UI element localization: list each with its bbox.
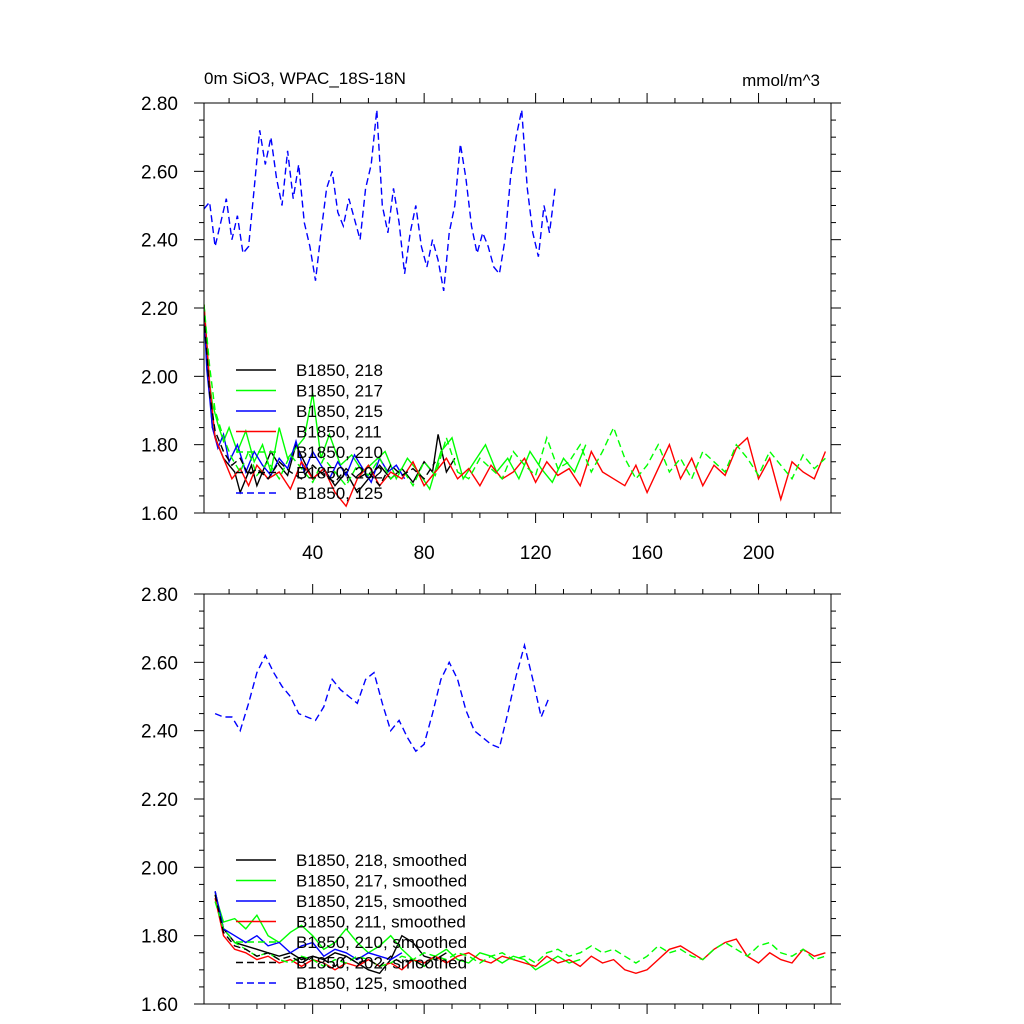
legend-label: B1850, 217: [296, 382, 383, 401]
legend-label: B1850, 202, smoothed: [296, 954, 467, 973]
legend-label: B1850, 215: [296, 402, 383, 421]
y-tick-label: 2.60: [141, 653, 178, 674]
legend-label: B1850, 215, smoothed: [296, 892, 467, 911]
legend: B1850, 218, smoothed B1850, 217, smoothed…: [236, 851, 467, 993]
legend-label: B1850, 211: [296, 423, 382, 442]
legend-label: B1850, 211, smoothed: [296, 913, 466, 932]
legend-label: B1850, 217, smoothed: [296, 872, 467, 891]
x-tick-label: 120: [520, 543, 552, 564]
series-line-2: [214, 891, 403, 961]
y-tick-label: 2.80: [141, 585, 178, 606]
legend-label: B1850, 210, smoothed: [296, 933, 467, 952]
series-line-1: [204, 304, 587, 491]
y-tick-label: 2.60: [141, 162, 178, 183]
series-group: [204, 109, 827, 508]
x-tick-label: 160: [631, 543, 663, 564]
y-tick-label: 1.80: [141, 436, 178, 457]
legend-label: B1850, 218: [296, 361, 383, 380]
legend-label: B1850, 218, smoothed: [296, 851, 467, 870]
figure-units: mmol/m^3: [742, 71, 820, 90]
y-tick-label: 1.80: [141, 927, 178, 948]
y-tick-label: 2.80: [141, 94, 178, 115]
y-tick-label: 2.00: [141, 858, 178, 879]
series-line-0: [204, 307, 456, 495]
top-panel: 1.60 1.80 2.00 2.20 2.40 2.60 2.80 40 80 120 160 20…: [141, 93, 841, 564]
y-tick-label: 2.20: [141, 790, 178, 811]
series-group: [214, 642, 826, 975]
y-tick-label: 1.60: [141, 504, 178, 525]
x-tick-label: 40: [302, 543, 323, 564]
x-tick-label: 80: [414, 543, 435, 564]
series-line-5: [214, 894, 436, 968]
series-line-4: [214, 901, 826, 968]
bottom-panel: 1.60 1.80 2.00 2.20 2.40 2.60 2.80 B1850, 218, …: [141, 584, 841, 1016]
series-line-5: [204, 314, 436, 487]
y-tick-label: 1.60: [141, 995, 178, 1016]
figure-title: 0m SiO3, WPAC_18S-18N: [204, 69, 406, 88]
series-line-2: [204, 311, 406, 484]
legend-label: B1850, 125: [296, 484, 383, 503]
series-line-4: [204, 304, 826, 488]
series-line-0: [214, 891, 447, 975]
x-tick-label: 200: [743, 543, 775, 564]
y-tick-label: 2.40: [141, 722, 178, 743]
legend-label: B1850, 210: [296, 443, 383, 462]
series-line-6: [204, 109, 556, 292]
y-tick-label: 2.20: [141, 299, 178, 320]
legend-label: B1850, 202: [296, 464, 383, 483]
y-tick-label: 2.00: [141, 367, 178, 388]
legend-label: B1850, 125, smoothed: [296, 974, 467, 993]
series-line-6: [214, 642, 551, 753]
y-tick-label: 2.40: [141, 231, 178, 252]
